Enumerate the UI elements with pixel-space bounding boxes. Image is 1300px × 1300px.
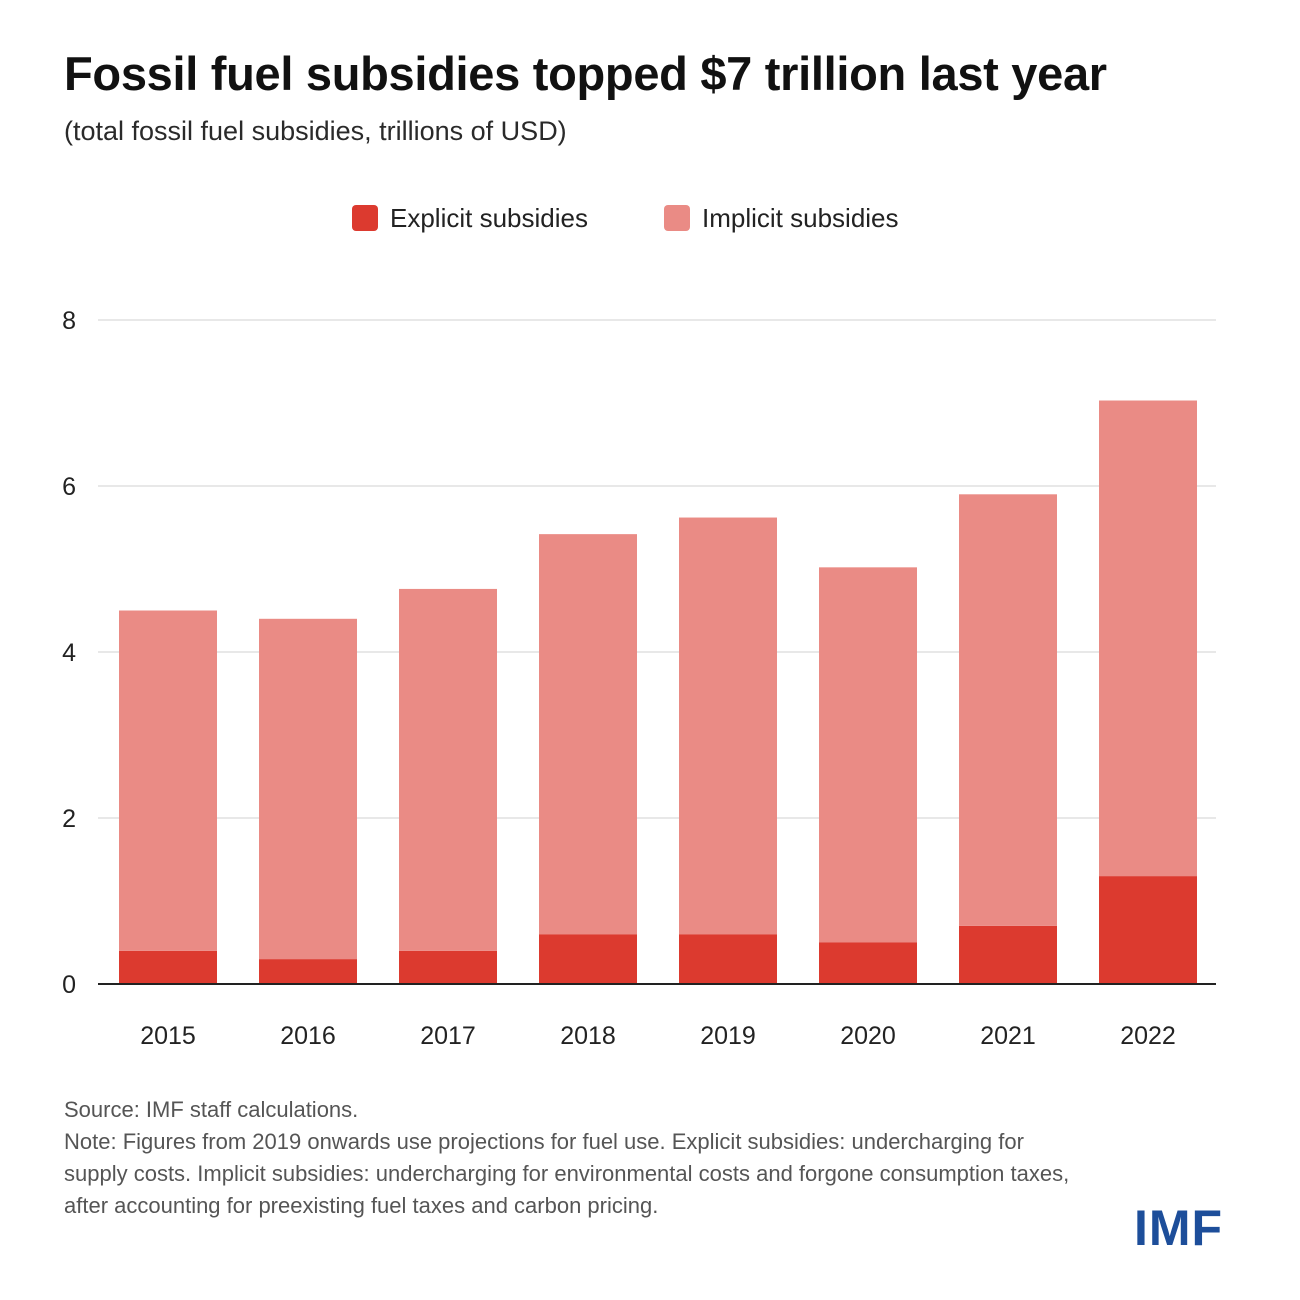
legend: Explicit subsidies Implicit subsidies xyxy=(0,200,1300,236)
bar-explicit xyxy=(819,942,917,984)
bar-explicit xyxy=(1099,876,1197,984)
legend-item-implicit: Implicit subsidies xyxy=(664,200,899,236)
bar-implicit xyxy=(1099,400,1197,877)
legend-label-explicit: Explicit subsidies xyxy=(390,202,588,233)
bar-implicit xyxy=(819,567,917,943)
x-tick-label: 2021 xyxy=(980,1022,1036,1050)
chart-title: Fossil fuel subsidies topped $7 trillion… xyxy=(64,47,1107,100)
legend-item-explicit: Explicit subsidies xyxy=(352,200,588,236)
bar-implicit xyxy=(539,534,637,935)
bar-implicit xyxy=(119,610,217,951)
y-tick-label: 2 xyxy=(62,805,76,833)
source-note: Source: IMF staff calculations. xyxy=(64,1097,359,1122)
bar-explicit xyxy=(119,950,217,984)
x-tick-label: 2016 xyxy=(280,1022,336,1050)
bar-implicit xyxy=(399,588,497,951)
x-tick-label: 2017 xyxy=(420,1022,476,1050)
legend-swatch-implicit xyxy=(664,205,690,231)
bar-implicit xyxy=(679,517,777,935)
bar-explicit xyxy=(259,959,357,984)
imf-logo: IMF xyxy=(1134,1200,1224,1256)
x-tick-label: 2019 xyxy=(700,1022,756,1050)
bar-explicit xyxy=(679,934,777,984)
bar-implicit xyxy=(959,494,1057,926)
y-tick-label: 0 xyxy=(62,971,76,999)
y-tick-label: 8 xyxy=(62,307,76,335)
legend-swatch-explicit xyxy=(352,205,378,231)
x-tick-label: 2020 xyxy=(840,1022,896,1050)
chart-subtitle: (total fossil fuel subsidies, trillions … xyxy=(64,116,567,146)
bar-explicit xyxy=(399,950,497,984)
y-tick-label: 6 xyxy=(62,473,76,501)
x-tick-label: 2015 xyxy=(140,1022,196,1050)
bar-chart: 0 2 4 6 8 2015 2016 2017 2018 2019 2020 2021 2022 xyxy=(62,307,1216,1050)
methodology-note: Note: Figures from 2019 onwards use proj… xyxy=(64,1129,1070,1218)
bar-explicit xyxy=(959,925,1057,984)
bar-implicit xyxy=(259,618,357,960)
x-tick-label: 2018 xyxy=(560,1022,616,1050)
legend-label-implicit: Implicit subsidies xyxy=(702,202,899,233)
x-tick-label: 2022 xyxy=(1120,1022,1176,1050)
bar-explicit xyxy=(539,934,637,984)
footnotes: Source: IMF staff calculations. Note: Fi… xyxy=(64,1094,1074,1222)
y-tick-label: 4 xyxy=(62,639,76,667)
